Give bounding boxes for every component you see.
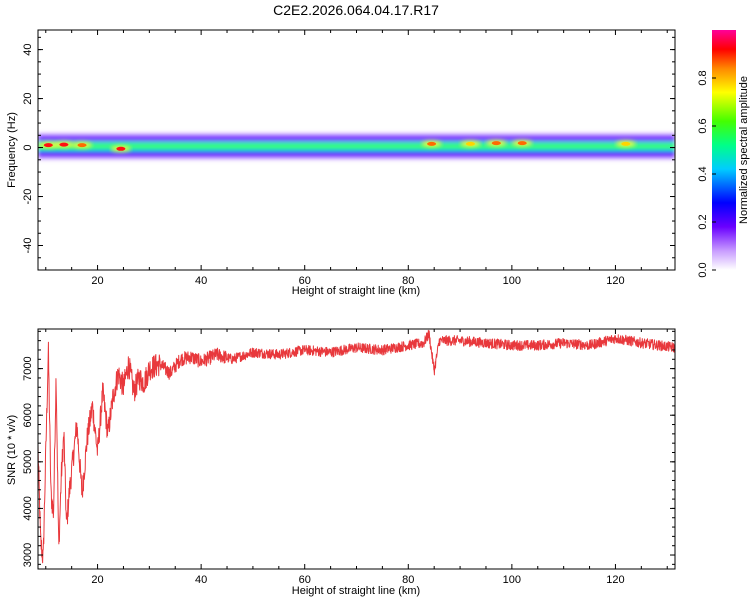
snr-y-tick-label: 7000 xyxy=(22,356,34,380)
snr-y-tick-label: 3000 xyxy=(22,543,34,567)
snr-ticks: 20 40 60 80 100 120 3000 4000 5000 6000 7000 xyxy=(22,329,675,586)
hotspot xyxy=(43,143,53,148)
spectrum-x-tick-label: 80 xyxy=(402,275,414,287)
snr-x-tick-label: 60 xyxy=(299,574,311,586)
spectrum-y-tick-label: 0 xyxy=(22,144,34,150)
snr-series-line xyxy=(38,329,675,564)
spectrum-y-tick-label: 40 xyxy=(22,43,34,55)
spectrum-x-tick-label: 60 xyxy=(299,275,311,287)
spectral-hotspots xyxy=(38,139,636,152)
spectrum-plot-area xyxy=(38,133,675,160)
spectrum-ticks: 20 40 60 80 100 120 -40 -20 0 20 40 xyxy=(22,30,675,287)
hotspot xyxy=(517,141,527,146)
colorbar-label: Normalized spectral amplitude xyxy=(738,76,750,224)
spectrum-x-label: Height of straight line (km) xyxy=(292,285,420,297)
hotspot xyxy=(116,146,126,151)
hotspot xyxy=(491,141,501,146)
spectrum-y-tick-label: -20 xyxy=(22,189,34,205)
snr-x-tick-label: 120 xyxy=(606,574,624,586)
band-lower-edge xyxy=(38,150,675,154)
hotspot xyxy=(427,141,437,146)
colorbar: 0.0 0.2 0.4 0.6 0.8 Normalized spectral ampl… xyxy=(697,30,750,278)
hotspot xyxy=(77,143,87,148)
snr-panel: 20 40 60 80 100 120 3000 4000 5000 6000 7000 Heigh… xyxy=(6,328,676,597)
spectrum-x-tick-label: 100 xyxy=(503,275,521,287)
spectrum-x-tick-label: 120 xyxy=(606,275,624,287)
chart-title: C2E2.2026.064.04.17.R17 xyxy=(273,2,439,18)
spectrum-x-tick-label: 40 xyxy=(195,275,207,287)
snr-x-tick-label: 20 xyxy=(91,574,103,586)
snr-y-tick-label: 4000 xyxy=(22,496,34,520)
colorbar-tick-label: 0.4 xyxy=(697,166,709,181)
colorbar-ticks: 0.0 0.2 0.4 0.6 0.8 xyxy=(697,70,716,278)
hotspot xyxy=(465,141,475,146)
snr-y-label: SNR (10 * v/v) xyxy=(6,415,18,485)
snr-x-label: Height of straight line (km) xyxy=(292,585,420,597)
snr-y-tick-label: 5000 xyxy=(22,450,34,474)
spectrum-x-tick-label: 20 xyxy=(91,275,103,287)
spectral-band xyxy=(38,133,675,160)
snr-frame xyxy=(37,328,676,570)
spectrum-y-label: Frequency (Hz) xyxy=(6,112,18,188)
colorbar-gradient xyxy=(712,30,736,270)
snr-x-tick-label: 40 xyxy=(195,574,207,586)
colorbar-tick-label: 0.0 xyxy=(697,262,709,277)
colorbar-tick-label: 0.2 xyxy=(697,214,709,229)
colorbar-tick-label: 0.8 xyxy=(697,70,709,85)
snr-x-tick-label: 100 xyxy=(503,574,521,586)
colorbar-tick-label: 0.6 xyxy=(697,118,709,133)
snr-plot-area xyxy=(38,329,675,564)
snr-y-tick-label: 6000 xyxy=(22,403,34,427)
spectrum-y-tick-label: 20 xyxy=(22,92,34,104)
snr-x-tick-label: 80 xyxy=(402,574,414,586)
spectrum-panel: 20 40 60 80 100 120 -40 -20 0 20 40 Height of stra… xyxy=(6,29,676,297)
spectrum-y-tick-label: -40 xyxy=(22,238,34,254)
hotspot xyxy=(621,141,631,146)
band-center xyxy=(38,143,675,149)
hotspot xyxy=(59,142,69,147)
